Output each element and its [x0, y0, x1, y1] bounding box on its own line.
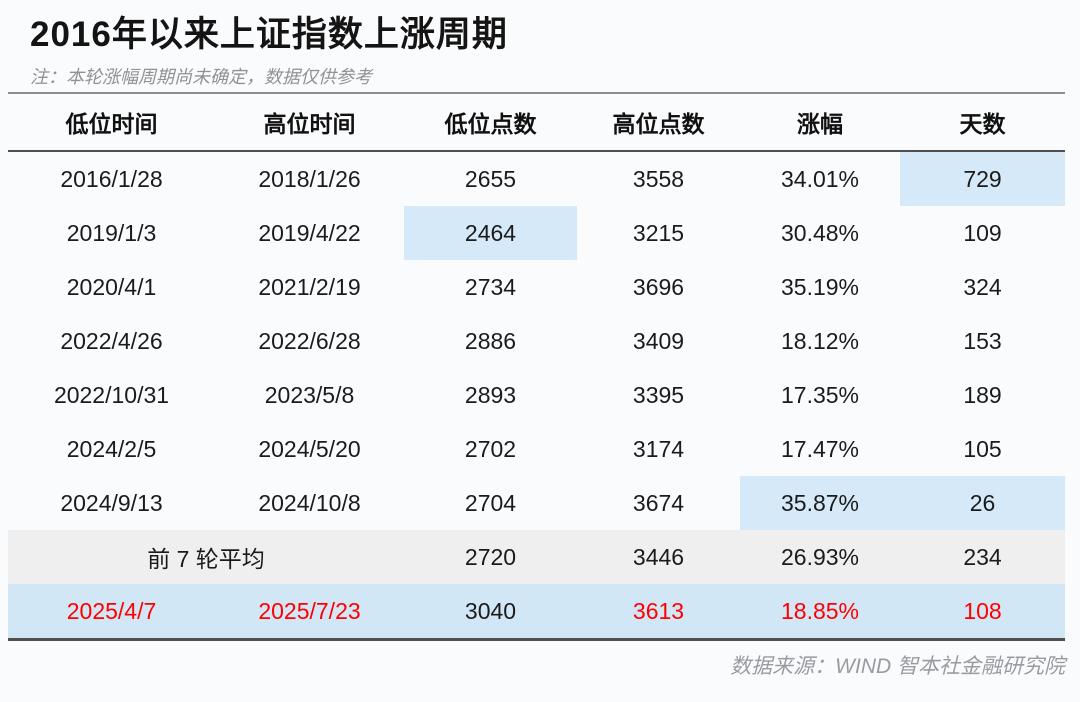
table-cell: 30.48%: [780, 219, 859, 246]
table-cell: 2893: [464, 381, 517, 408]
table-cell: 18.12%: [780, 327, 859, 354]
column-header-days: 天数: [900, 93, 1065, 152]
table-cell: 2021/2/19: [258, 273, 361, 300]
table-row: 2024/2/5 2024/5/20 2702 3174 17.47% 105: [8, 422, 1065, 476]
table-cell: 3174: [632, 435, 685, 462]
table-cell: 324: [963, 273, 1002, 300]
table-cell: 2025/4/7: [66, 597, 157, 624]
table-cell: 2024/2/5: [66, 435, 157, 462]
table-cell: 153: [963, 327, 1002, 354]
table-cell: 189: [963, 381, 1002, 408]
table-cell-highlighted: 26: [900, 476, 1065, 530]
average-row-label: 前 7 轮平均: [147, 546, 265, 572]
table-cell: 26.93%: [780, 543, 859, 570]
table-cell: 2025/7/23: [258, 597, 361, 624]
table-cell: 2734: [464, 273, 517, 300]
page-title: 2016年以来上证指数上涨周期: [30, 15, 508, 54]
rise-cycles-table-wrap: 低位时间 高位时间 低位点数 高位点数 涨幅 天数 2016/1/28 2018…: [8, 92, 1065, 641]
table-cell-highlighted: 2464: [404, 206, 577, 260]
table-cell: 234: [963, 543, 1002, 570]
table-row: 2019/1/3 2019/4/22 2464 3215 30.48% 109: [8, 206, 1065, 260]
table-row: 2022/10/31 2023/5/8 2893 3395 17.35% 189: [8, 368, 1065, 422]
table-cell: 3446: [632, 543, 685, 570]
table-row: 2022/4/26 2022/6/28 2886 3409 18.12% 153: [8, 314, 1065, 368]
table-cell: 34.01%: [780, 165, 859, 192]
column-header-high-points: 高位点数: [577, 93, 740, 152]
table-cell: 2704: [464, 489, 517, 516]
table-cell: 3558: [632, 165, 685, 192]
table-cell: 2019/4/22: [258, 219, 361, 246]
table-cell: 109: [963, 219, 1002, 246]
table-cell: 2024/10/8: [258, 489, 361, 516]
table-cell: 18.85%: [780, 597, 859, 624]
table-cell: 3674: [632, 489, 685, 516]
table-cell: 3613: [632, 597, 685, 624]
table-cell: 2023/5/8: [264, 381, 355, 408]
table-cell: 3395: [632, 381, 685, 408]
average-row: 前 7 轮平均 2720 3446 26.93% 234: [8, 530, 1065, 584]
table-cell: 35.19%: [780, 273, 859, 300]
table-cell-highlighted: 35.87%: [740, 476, 900, 530]
table-cell: 17.35%: [780, 381, 859, 408]
column-header-low-date: 低位时间: [8, 93, 215, 152]
table-row: 2020/4/1 2021/2/19 2734 3696 35.19% 324: [8, 260, 1065, 314]
table-cell: 2019/1/3: [66, 219, 157, 246]
table-cell: 3215: [632, 219, 685, 246]
table-cell: 2024/5/20: [258, 435, 361, 462]
column-header-low-points: 低位点数: [404, 93, 577, 152]
table-cell: 2022/6/28: [258, 327, 361, 354]
table-row: 2016/1/28 2018/1/26 2655 3558 34.01% 729: [8, 151, 1065, 206]
table-cell: 2020/4/1: [66, 273, 157, 300]
header-row: 低位时间 高位时间 低位点数 高位点数 涨幅 天数: [8, 93, 1065, 152]
table-cell: 2702: [464, 435, 517, 462]
table-cell: 2655: [464, 165, 517, 192]
table-cell: 2022/10/31: [53, 381, 170, 408]
table-cell: 108: [963, 597, 1002, 624]
table-cell: 2022/4/26: [60, 327, 163, 354]
table-cell: 2720: [464, 543, 517, 570]
note-text: 注：本轮涨幅周期尚未确定，数据仅供参考: [30, 67, 372, 87]
current-cycle-row: 2025/4/7 2025/7/23 3040 3613 18.85% 108: [8, 584, 1065, 640]
rise-cycles-table: 低位时间 高位时间 低位点数 高位点数 涨幅 天数 2016/1/28 2018…: [8, 92, 1065, 641]
table-cell: 2018/1/26: [258, 165, 361, 192]
table-cell: 3409: [632, 327, 685, 354]
column-header-gain: 涨幅: [740, 93, 900, 152]
table-cell: 3040: [464, 597, 517, 624]
table-cell: 105: [963, 435, 1002, 462]
table-row: 2024/9/13 2024/10/8 2704 3674 35.87% 26: [8, 476, 1065, 530]
table-cell: 17.47%: [780, 435, 859, 462]
table-cell: 2016/1/28: [60, 165, 163, 192]
column-header-high-date: 高位时间: [215, 93, 404, 152]
table-cell: 2886: [464, 327, 517, 354]
table-cell-highlighted: 729: [900, 151, 1065, 206]
data-source: 数据来源：WIND 智本社金融研究院: [730, 655, 1065, 678]
table-cell: 3696: [632, 273, 685, 300]
table-cell: 2024/9/13: [60, 489, 163, 516]
